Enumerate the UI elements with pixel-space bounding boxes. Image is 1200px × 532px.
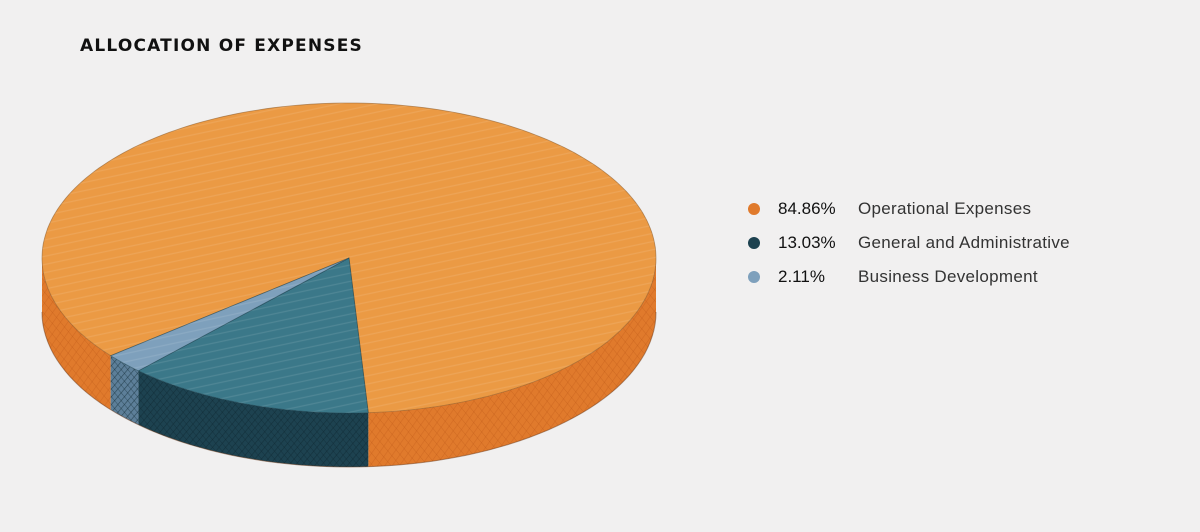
legend-label: General and Administrative	[858, 233, 1070, 252]
pie-slice-texture	[138, 258, 369, 413]
pie-side-hatch	[138, 370, 369, 467]
pie-side-hatch	[42, 258, 111, 410]
legend-value: 2.11%	[778, 267, 825, 286]
legend-value: 84.86%	[778, 199, 836, 218]
legend-dot-icon	[748, 203, 760, 215]
legend-item-business-dev: 2.11% Business Development	[748, 260, 1070, 294]
legend-dot-icon	[748, 271, 760, 283]
legend-value: 13.03%	[778, 233, 836, 252]
legend-label: Business Development	[858, 267, 1038, 286]
pie-side-hatch	[110, 355, 139, 425]
legend-item-general-admin: 13.03% General and Administrative	[748, 226, 1070, 260]
pie-side-hatch	[368, 258, 656, 467]
pie-slice-texture	[110, 258, 349, 371]
legend: 84.86% Operational Expenses 13.03% Gener…	[748, 192, 1070, 294]
legend-item-operational: 84.86% Operational Expenses	[748, 192, 1070, 226]
legend-label: Operational Expenses	[858, 199, 1032, 218]
legend-dot-icon	[748, 237, 760, 249]
pie-bottom-edge	[41, 311, 657, 468]
chart-title: ALLOCATION OF EXPENSES	[80, 36, 364, 56]
